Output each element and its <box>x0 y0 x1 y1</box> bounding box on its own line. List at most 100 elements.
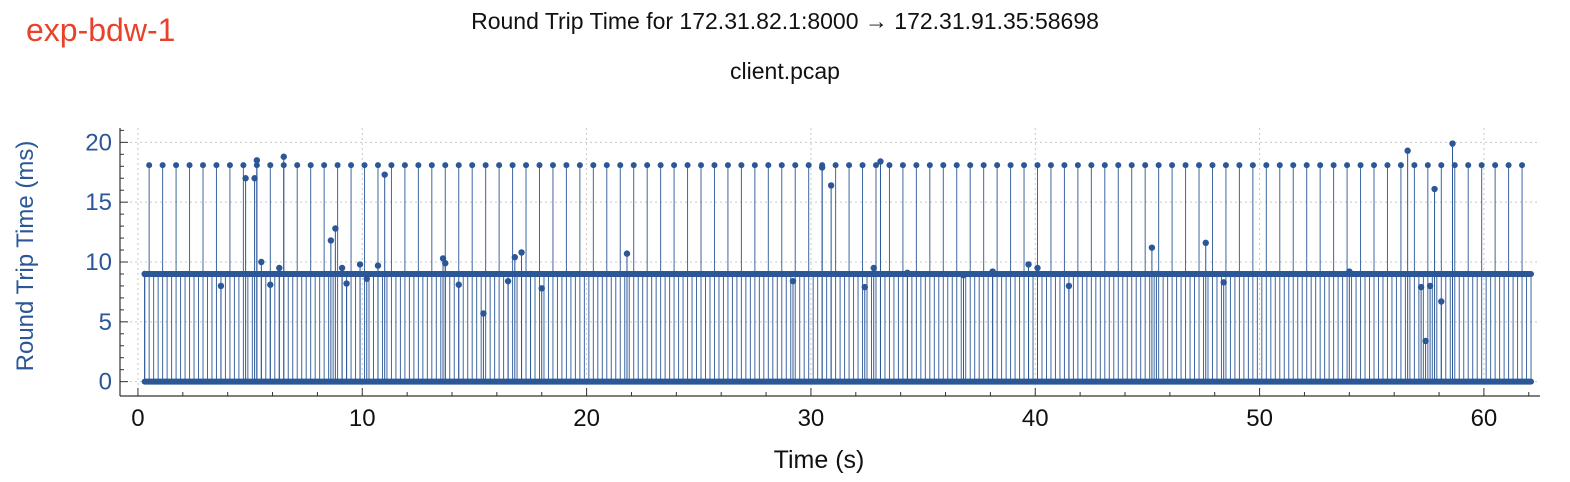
outlier-point <box>276 264 283 272</box>
plot-area <box>141 140 1535 385</box>
outlier-point <box>538 285 545 292</box>
data-point <box>751 162 758 169</box>
data-point <box>765 162 772 169</box>
data-point <box>603 162 610 169</box>
data-point <box>1397 162 1404 169</box>
data-point <box>549 162 556 169</box>
outlier-point <box>527 270 534 278</box>
data-point <box>1101 162 1108 169</box>
data-point <box>967 162 974 169</box>
data-point <box>1142 162 1149 169</box>
data-point <box>523 162 530 169</box>
data-point <box>1155 162 1162 169</box>
data-point <box>980 162 987 169</box>
data-point <box>146 162 153 169</box>
data-point <box>590 162 597 169</box>
data-point <box>334 162 341 169</box>
data-point <box>644 162 651 169</box>
data-point <box>671 162 678 169</box>
data-point <box>482 162 489 169</box>
outlier-point <box>1153 270 1160 278</box>
data-point <box>994 162 1001 169</box>
y-tick-label: 10 <box>85 249 112 276</box>
data-point <box>388 162 395 169</box>
data-point <box>778 162 785 169</box>
data-point <box>832 162 839 169</box>
outlier-point <box>327 237 335 244</box>
data-point <box>1196 162 1203 169</box>
data-point <box>442 162 449 169</box>
data-point <box>886 162 893 169</box>
outlier-point <box>381 171 388 178</box>
data-point <box>1249 162 1256 169</box>
data-point <box>684 162 691 169</box>
data-point <box>953 162 960 169</box>
outlier-point <box>789 277 797 285</box>
data-point <box>267 162 274 169</box>
data-point <box>846 162 853 169</box>
outlier-point <box>877 158 884 165</box>
data-point <box>563 162 570 169</box>
data-point <box>1344 162 1351 169</box>
data-point <box>1222 162 1229 169</box>
data-point <box>1236 162 1243 169</box>
data-point <box>1424 162 1431 169</box>
data-point <box>576 162 583 169</box>
x-tick-label: 30 <box>798 405 825 432</box>
data-point <box>307 162 314 169</box>
outlier-point <box>374 262 382 269</box>
outlier-point <box>1438 298 1445 305</box>
outlier-point <box>989 268 996 275</box>
data-point <box>1263 162 1270 169</box>
outlier-point <box>338 264 346 272</box>
data-point <box>294 162 301 169</box>
data-point <box>698 162 705 169</box>
y-tick-label: 15 <box>85 189 112 216</box>
chart-subtitle: client.pcap <box>730 58 840 84</box>
data-point <box>657 162 664 169</box>
data-point <box>173 162 180 169</box>
data-point <box>1021 162 1028 169</box>
data-point <box>913 162 920 169</box>
data-point <box>1317 162 1324 169</box>
outlier-point <box>1417 283 1425 291</box>
outlier-point <box>623 250 631 257</box>
data-point <box>1505 162 1512 169</box>
outlier-point <box>511 254 519 261</box>
outlier-point <box>504 277 512 285</box>
x-tick-label: 60 <box>1471 405 1498 432</box>
outlier-point <box>455 281 462 288</box>
data-point <box>1478 162 1485 169</box>
data-point <box>940 162 947 169</box>
outlier-point <box>258 258 265 266</box>
data-point <box>1169 162 1176 169</box>
outlier-point <box>1426 282 1434 290</box>
outlier-point <box>141 270 148 278</box>
outlier-point <box>439 255 447 262</box>
data-point <box>1007 162 1014 169</box>
data-point <box>536 162 543 169</box>
data-point <box>1061 162 1068 169</box>
outlier-point <box>480 310 487 317</box>
x-tick-label: 40 <box>1022 405 1049 432</box>
outlier-point <box>827 182 835 189</box>
outlier-point <box>1449 140 1456 147</box>
chart-title: Round Trip Time for 172.31.82.1:8000 → 1… <box>471 8 1099 34</box>
x-tick-label: 10 <box>349 405 376 432</box>
outlier-point <box>518 249 525 256</box>
outlier-point <box>1148 244 1156 251</box>
outlier-point <box>1422 337 1429 345</box>
data-point <box>805 162 812 169</box>
outlier-point <box>267 281 274 288</box>
x-axis-label: Time (s) <box>774 446 865 474</box>
data-point <box>1492 162 1499 169</box>
data-point <box>1276 162 1283 169</box>
y-axis-label: Round Trip Time (ms) <box>12 141 39 372</box>
data-point <box>711 162 718 169</box>
data-point <box>1128 162 1135 169</box>
data-point <box>738 162 745 169</box>
data-point <box>1384 162 1391 169</box>
x-tick-label: 0 <box>131 405 144 432</box>
data-point <box>1357 162 1364 169</box>
